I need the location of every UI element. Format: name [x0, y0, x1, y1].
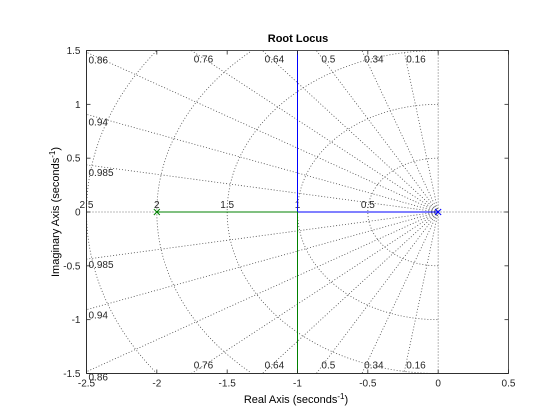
y-axis-label: Imaginary Axis (seconds-1) — [48, 147, 62, 277]
x-axis-label: Real Axis (seconds-1) — [244, 392, 348, 406]
x-tick-label-6: 0.5 — [502, 379, 516, 390]
y-tick-label-0: -1.5 — [63, 369, 81, 380]
damping-label-0-64-upper: 0.64 — [265, 55, 285, 66]
y-tick-label-4: 0.5 — [67, 154, 81, 165]
y-tick-label-1: -1 — [72, 315, 81, 326]
chart-title: Root Locus — [268, 33, 329, 45]
x-axis-label-main: Real Axis (seconds — [244, 394, 338, 406]
damping-label-0-94-upper: 0.94 — [89, 117, 109, 128]
damping-label-0-16-lower: 0.16 — [406, 361, 426, 372]
x-tick-label-3: -1 — [293, 379, 302, 390]
x-tick-label-1: -2 — [152, 379, 161, 390]
damping-label-0-985-upper: 0.985 — [89, 168, 114, 179]
damping-label-0-16-upper: 0.16 — [406, 55, 426, 66]
frequency-label-1-5: 1.5 — [220, 200, 234, 211]
x-tick-label-4: -0.5 — [359, 379, 377, 390]
plot-area: 0.160.160.340.340.50.50.640.640.760.760.… — [80, 51, 509, 384]
frequency-label-0-5: 0.5 — [361, 200, 375, 211]
x-tick-label-0: -2.5 — [78, 379, 96, 390]
x-axis-label-tail: ) — [345, 394, 349, 406]
damping-label-0-86-upper: 0.86 — [89, 55, 109, 66]
damping-label-0-76-upper: 0.76 — [194, 55, 214, 66]
y-tick-label-5: 1 — [75, 100, 81, 111]
damping-label-0-76-lower: 0.76 — [194, 361, 214, 372]
y-axis-label-main: Imaginary Axis (seconds — [50, 157, 62, 277]
y-tick-label-6: 1.5 — [67, 46, 81, 57]
y-tick-label-3: 0 — [75, 208, 81, 219]
y-tick-label-2: -0.5 — [63, 261, 81, 272]
y-axis-label-tail: ) — [50, 147, 62, 151]
x-tick-label-2: -1.5 — [219, 379, 237, 390]
damping-label-0-64-lower: 0.64 — [265, 361, 285, 372]
damping-label-0-94-lower: 0.94 — [89, 311, 109, 322]
damping-label-0-985-lower: 0.985 — [89, 260, 114, 271]
x-tick-label-5: 0 — [435, 379, 441, 390]
damping-label-0-34-lower: 0.34 — [364, 361, 384, 372]
damping-label-0-5-lower: 0.5 — [321, 361, 335, 372]
damping-label-0-5-upper: 0.5 — [321, 55, 335, 66]
